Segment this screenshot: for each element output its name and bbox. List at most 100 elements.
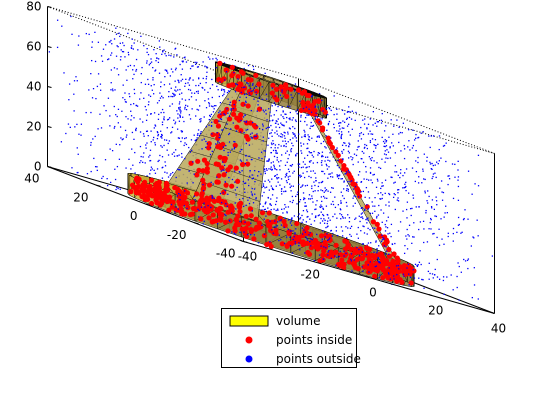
outside-point [125, 136, 128, 138]
inside-point [300, 99, 306, 106]
outside-point [161, 167, 163, 169]
outside-point [175, 149, 177, 151]
outside-point [328, 173, 330, 175]
outside-point [202, 223, 204, 225]
outside-point [132, 78, 134, 80]
outside-point [125, 101, 127, 103]
outside-point [336, 108, 338, 110]
outside-point [188, 146, 190, 149]
outside-point [135, 129, 137, 131]
outside-point [348, 152, 351, 154]
outside-point [442, 279, 445, 282]
inside-point [243, 133, 250, 140]
outside-point [306, 114, 308, 116]
outside-point [154, 142, 156, 144]
outside-point [307, 134, 309, 136]
outside-point [347, 188, 349, 190]
inside-point [219, 165, 225, 171]
outside-point [261, 209, 263, 211]
outside-point [290, 185, 292, 187]
outside-point [315, 177, 317, 179]
outside-point [336, 164, 339, 167]
outside-point [365, 186, 368, 189]
outside-point [198, 84, 200, 87]
outside-point [150, 85, 152, 87]
outside-point [312, 201, 314, 203]
outside-point [313, 150, 315, 153]
inside-point [170, 199, 176, 205]
outside-point [347, 150, 350, 152]
outside-point [402, 210, 404, 212]
outside-point [226, 123, 228, 125]
inside-point [165, 187, 171, 193]
volume-swatch [229, 315, 269, 327]
outside-point [225, 144, 227, 147]
outside-point [238, 171, 240, 173]
outside-point [281, 134, 284, 136]
outside-point [124, 101, 127, 103]
outside-point [431, 168, 433, 171]
outside-point [133, 138, 135, 140]
inside-point [338, 263, 344, 269]
inside-point [344, 239, 350, 245]
outside-point [435, 176, 437, 179]
inside-point [243, 225, 249, 231]
outside-point [397, 174, 399, 177]
outside-point [77, 44, 80, 46]
inside-point [179, 191, 185, 197]
outside-point [244, 80, 246, 82]
outside-point [371, 133, 374, 135]
outside-point [467, 170, 470, 172]
outside-point [285, 236, 288, 238]
outside-point [135, 129, 137, 132]
outside-point [102, 48, 105, 50]
outside-point [448, 175, 450, 177]
outside-point [372, 227, 374, 229]
inside-point [268, 243, 274, 250]
outside-point [327, 239, 329, 241]
inside-point [174, 186, 181, 192]
inside-point [208, 206, 214, 212]
outside-point [412, 194, 414, 196]
outside-point [300, 145, 302, 147]
outside-point [367, 219, 369, 221]
inside-point [306, 92, 312, 99]
outside-point [338, 125, 341, 127]
outside-point [315, 140, 318, 143]
outside-point [197, 90, 199, 92]
outside-point [278, 143, 280, 146]
inside-point [193, 206, 199, 212]
outside-point [333, 113, 335, 116]
outside-point [360, 157, 362, 160]
inside-point [201, 181, 207, 187]
outside-point [311, 238, 314, 241]
outside-point [297, 109, 299, 111]
outside-point [384, 192, 386, 195]
outside-point [170, 173, 172, 175]
outside-point [146, 62, 148, 64]
outside-point [433, 274, 436, 276]
y-tick-label: -40 [216, 247, 236, 261]
outside-point [341, 178, 344, 180]
inside-point [144, 196, 151, 203]
inside-point [229, 205, 235, 211]
inside-point [380, 275, 386, 281]
outside-point [388, 267, 390, 269]
outside-point [243, 67, 245, 70]
outside-point [381, 239, 384, 241]
outside-point [400, 150, 402, 152]
outside-point [144, 162, 146, 164]
outside-point [271, 187, 274, 189]
outside-point [414, 180, 416, 183]
outside-point [170, 95, 172, 98]
outside-point [347, 214, 349, 216]
outside-point [223, 169, 225, 171]
outside-point [307, 138, 310, 141]
outside-point [366, 218, 368, 220]
outside-point [178, 192, 180, 195]
outside-point [291, 217, 293, 219]
outside-point [272, 140, 274, 142]
outside-point [294, 135, 296, 138]
outside-point [202, 183, 204, 186]
outside-point [273, 175, 276, 177]
